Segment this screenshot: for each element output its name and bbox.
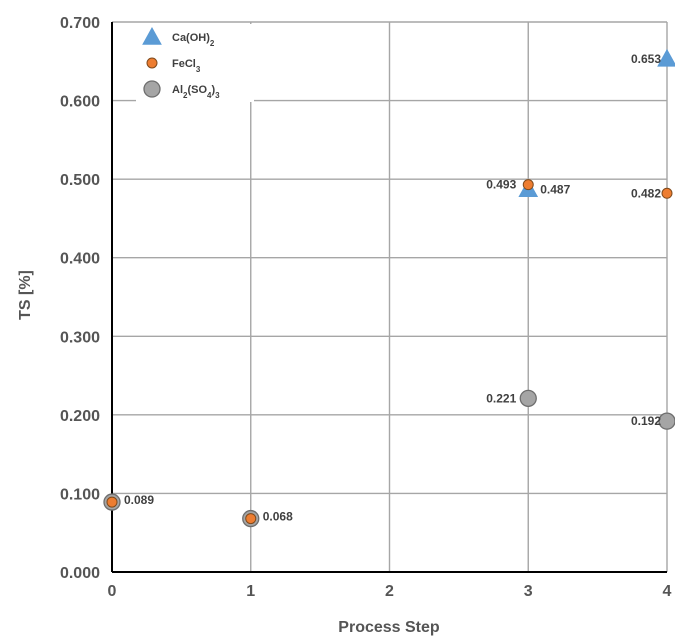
- y-tick-label: 0.700: [60, 15, 100, 32]
- data-label: 0.089: [124, 493, 154, 507]
- x-tick-label: 4: [663, 583, 672, 600]
- circle-point: [106, 496, 118, 508]
- legend-text-part: Ca(OH): [172, 32, 210, 44]
- legend-entry: Al2(SO4)3: [172, 84, 220, 100]
- legend-marker: [143, 80, 161, 98]
- triangle-point: [657, 48, 675, 67]
- tick-labels: 0.000 0.100 0.200 0.300 0.400 0.500 0.600 0.700…: [60, 15, 672, 600]
- gridlines: [112, 21, 668, 572]
- legend-text-part: (SO: [187, 84, 207, 96]
- legend-subscript: 4: [207, 91, 212, 100]
- legend-subscript: 2: [210, 39, 215, 48]
- legend-subscript: 3: [196, 65, 201, 74]
- legend-entry: FeCl3: [172, 58, 201, 74]
- y-tick-label: 0.300: [60, 329, 100, 346]
- circle-point: [658, 412, 675, 430]
- data-label: 0.192: [631, 414, 661, 428]
- y-tick-label: 0.200: [60, 408, 100, 425]
- axes: [111, 22, 667, 573]
- y-tick-label: 0.100: [60, 486, 100, 503]
- legend-subscript: 2: [183, 91, 188, 100]
- x-tick-label: 0: [108, 583, 117, 600]
- legend-text-part: Al: [172, 84, 183, 96]
- data-label: 0.068: [263, 510, 293, 524]
- x-tick-label: 2: [385, 583, 394, 600]
- data-label: 0.221: [486, 391, 516, 405]
- legend-text-part: FeCl: [172, 58, 196, 70]
- legend-text-part: ): [211, 84, 215, 96]
- circle-point: [519, 389, 537, 408]
- legend-marker: [142, 26, 162, 45]
- y-axis-label: TS [%]: [17, 270, 34, 320]
- data-points: [103, 48, 675, 528]
- data-label: 0.653: [631, 52, 661, 66]
- y-tick-label: 0.600: [60, 94, 100, 111]
- circle-point: [661, 187, 673, 199]
- y-tick-label: 0.500: [60, 172, 100, 189]
- legend-marker: [146, 57, 158, 69]
- circle-point: [245, 513, 257, 525]
- data-label: 0.487: [540, 182, 570, 196]
- legend-subscript: 3: [215, 91, 220, 100]
- circle-point: [522, 179, 534, 191]
- legend-entry: Ca(OH)2: [172, 32, 215, 48]
- y-tick-label: 0.400: [60, 251, 100, 268]
- x-axis-label: Process Step: [338, 619, 440, 636]
- x-tick-label: 1: [246, 583, 255, 600]
- y-tick-label: 0.000: [60, 565, 100, 582]
- data-label: 0.482: [631, 186, 661, 200]
- data-labels: 0.487 0.653 0.493 0.482 0.089 0.068 0.221 0.192: [124, 52, 661, 524]
- x-tick-label: 3: [524, 583, 533, 600]
- data-label: 0.493: [486, 178, 516, 192]
